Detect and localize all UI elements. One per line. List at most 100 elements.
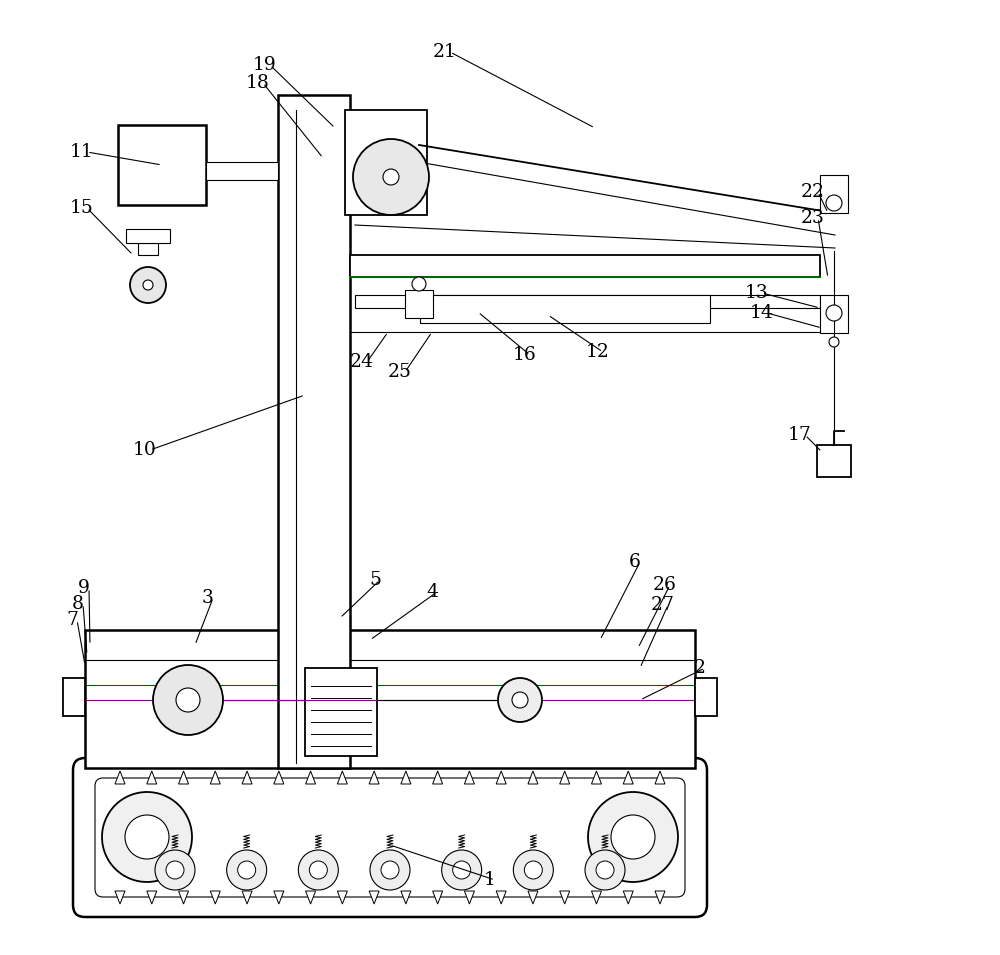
- Polygon shape: [115, 891, 125, 904]
- Polygon shape: [623, 891, 633, 904]
- Circle shape: [130, 267, 166, 303]
- Text: 26: 26: [653, 576, 677, 594]
- Polygon shape: [274, 891, 284, 904]
- Text: 11: 11: [70, 143, 94, 161]
- Circle shape: [227, 850, 267, 890]
- Text: 10: 10: [133, 441, 157, 459]
- Circle shape: [298, 850, 338, 890]
- Polygon shape: [560, 891, 570, 904]
- Text: 1: 1: [484, 871, 496, 889]
- Circle shape: [596, 861, 614, 879]
- Text: 6: 6: [629, 553, 641, 571]
- Polygon shape: [401, 891, 411, 904]
- Text: 25: 25: [388, 363, 412, 381]
- Polygon shape: [496, 891, 506, 904]
- Polygon shape: [528, 771, 538, 784]
- Polygon shape: [179, 771, 189, 784]
- Polygon shape: [210, 771, 220, 784]
- Circle shape: [585, 850, 625, 890]
- FancyBboxPatch shape: [73, 758, 707, 917]
- Text: 19: 19: [253, 56, 277, 74]
- Bar: [118, 125, 206, 205]
- Bar: [126, 229, 170, 243]
- Polygon shape: [147, 771, 157, 784]
- Text: 14: 14: [750, 304, 774, 322]
- Polygon shape: [591, 771, 601, 784]
- Polygon shape: [433, 771, 443, 784]
- Bar: [345, 110, 427, 215]
- Text: 21: 21: [433, 43, 457, 61]
- Circle shape: [102, 792, 192, 882]
- Text: 16: 16: [513, 346, 537, 364]
- Bar: [420, 295, 710, 323]
- Polygon shape: [433, 891, 443, 904]
- Circle shape: [611, 815, 655, 859]
- Polygon shape: [115, 771, 125, 784]
- Circle shape: [588, 792, 678, 882]
- Circle shape: [524, 861, 542, 879]
- Circle shape: [153, 665, 223, 735]
- Circle shape: [513, 850, 553, 890]
- Polygon shape: [242, 771, 252, 784]
- Bar: [405, 290, 433, 318]
- Text: 23: 23: [801, 209, 825, 227]
- Circle shape: [238, 861, 256, 879]
- Text: 18: 18: [246, 74, 270, 92]
- Polygon shape: [306, 891, 316, 904]
- Text: 8: 8: [72, 595, 84, 613]
- Circle shape: [453, 861, 471, 879]
- Circle shape: [512, 692, 528, 708]
- Polygon shape: [623, 771, 633, 784]
- Bar: [817, 445, 851, 477]
- Text: 3: 3: [202, 589, 214, 607]
- Circle shape: [370, 850, 410, 890]
- Text: 27: 27: [651, 596, 675, 614]
- Polygon shape: [496, 771, 506, 784]
- Text: 9: 9: [78, 579, 90, 597]
- Circle shape: [829, 337, 839, 347]
- Circle shape: [155, 850, 195, 890]
- Circle shape: [309, 861, 327, 879]
- Polygon shape: [401, 771, 411, 784]
- Circle shape: [143, 280, 153, 290]
- Circle shape: [412, 277, 426, 291]
- Circle shape: [826, 195, 842, 211]
- Text: 17: 17: [788, 426, 812, 444]
- Bar: [350, 255, 820, 277]
- Polygon shape: [464, 771, 474, 784]
- Text: 12: 12: [586, 343, 610, 361]
- Text: 5: 5: [369, 571, 381, 589]
- Bar: [206, 162, 278, 180]
- Polygon shape: [369, 771, 379, 784]
- Circle shape: [826, 305, 842, 321]
- Text: 13: 13: [745, 284, 769, 302]
- Bar: [820, 175, 848, 213]
- Bar: [820, 295, 848, 333]
- Circle shape: [353, 139, 429, 215]
- Circle shape: [125, 815, 169, 859]
- Polygon shape: [306, 771, 316, 784]
- Bar: [305, 668, 377, 756]
- Text: 24: 24: [350, 353, 374, 371]
- Bar: [63, 678, 85, 716]
- Polygon shape: [274, 771, 284, 784]
- Bar: [85, 630, 695, 768]
- Bar: [355, 295, 820, 308]
- Bar: [278, 95, 350, 768]
- Bar: [695, 678, 717, 716]
- Polygon shape: [179, 891, 189, 904]
- Polygon shape: [210, 891, 220, 904]
- Text: 2: 2: [694, 659, 706, 677]
- Polygon shape: [591, 891, 601, 904]
- Text: 22: 22: [801, 183, 825, 201]
- Polygon shape: [337, 891, 347, 904]
- Polygon shape: [560, 771, 570, 784]
- Text: 7: 7: [66, 611, 78, 629]
- Polygon shape: [242, 891, 252, 904]
- Circle shape: [176, 688, 200, 712]
- Text: 4: 4: [426, 583, 438, 601]
- Text: 15: 15: [70, 199, 94, 217]
- Polygon shape: [147, 891, 157, 904]
- Polygon shape: [655, 771, 665, 784]
- Bar: [138, 243, 158, 255]
